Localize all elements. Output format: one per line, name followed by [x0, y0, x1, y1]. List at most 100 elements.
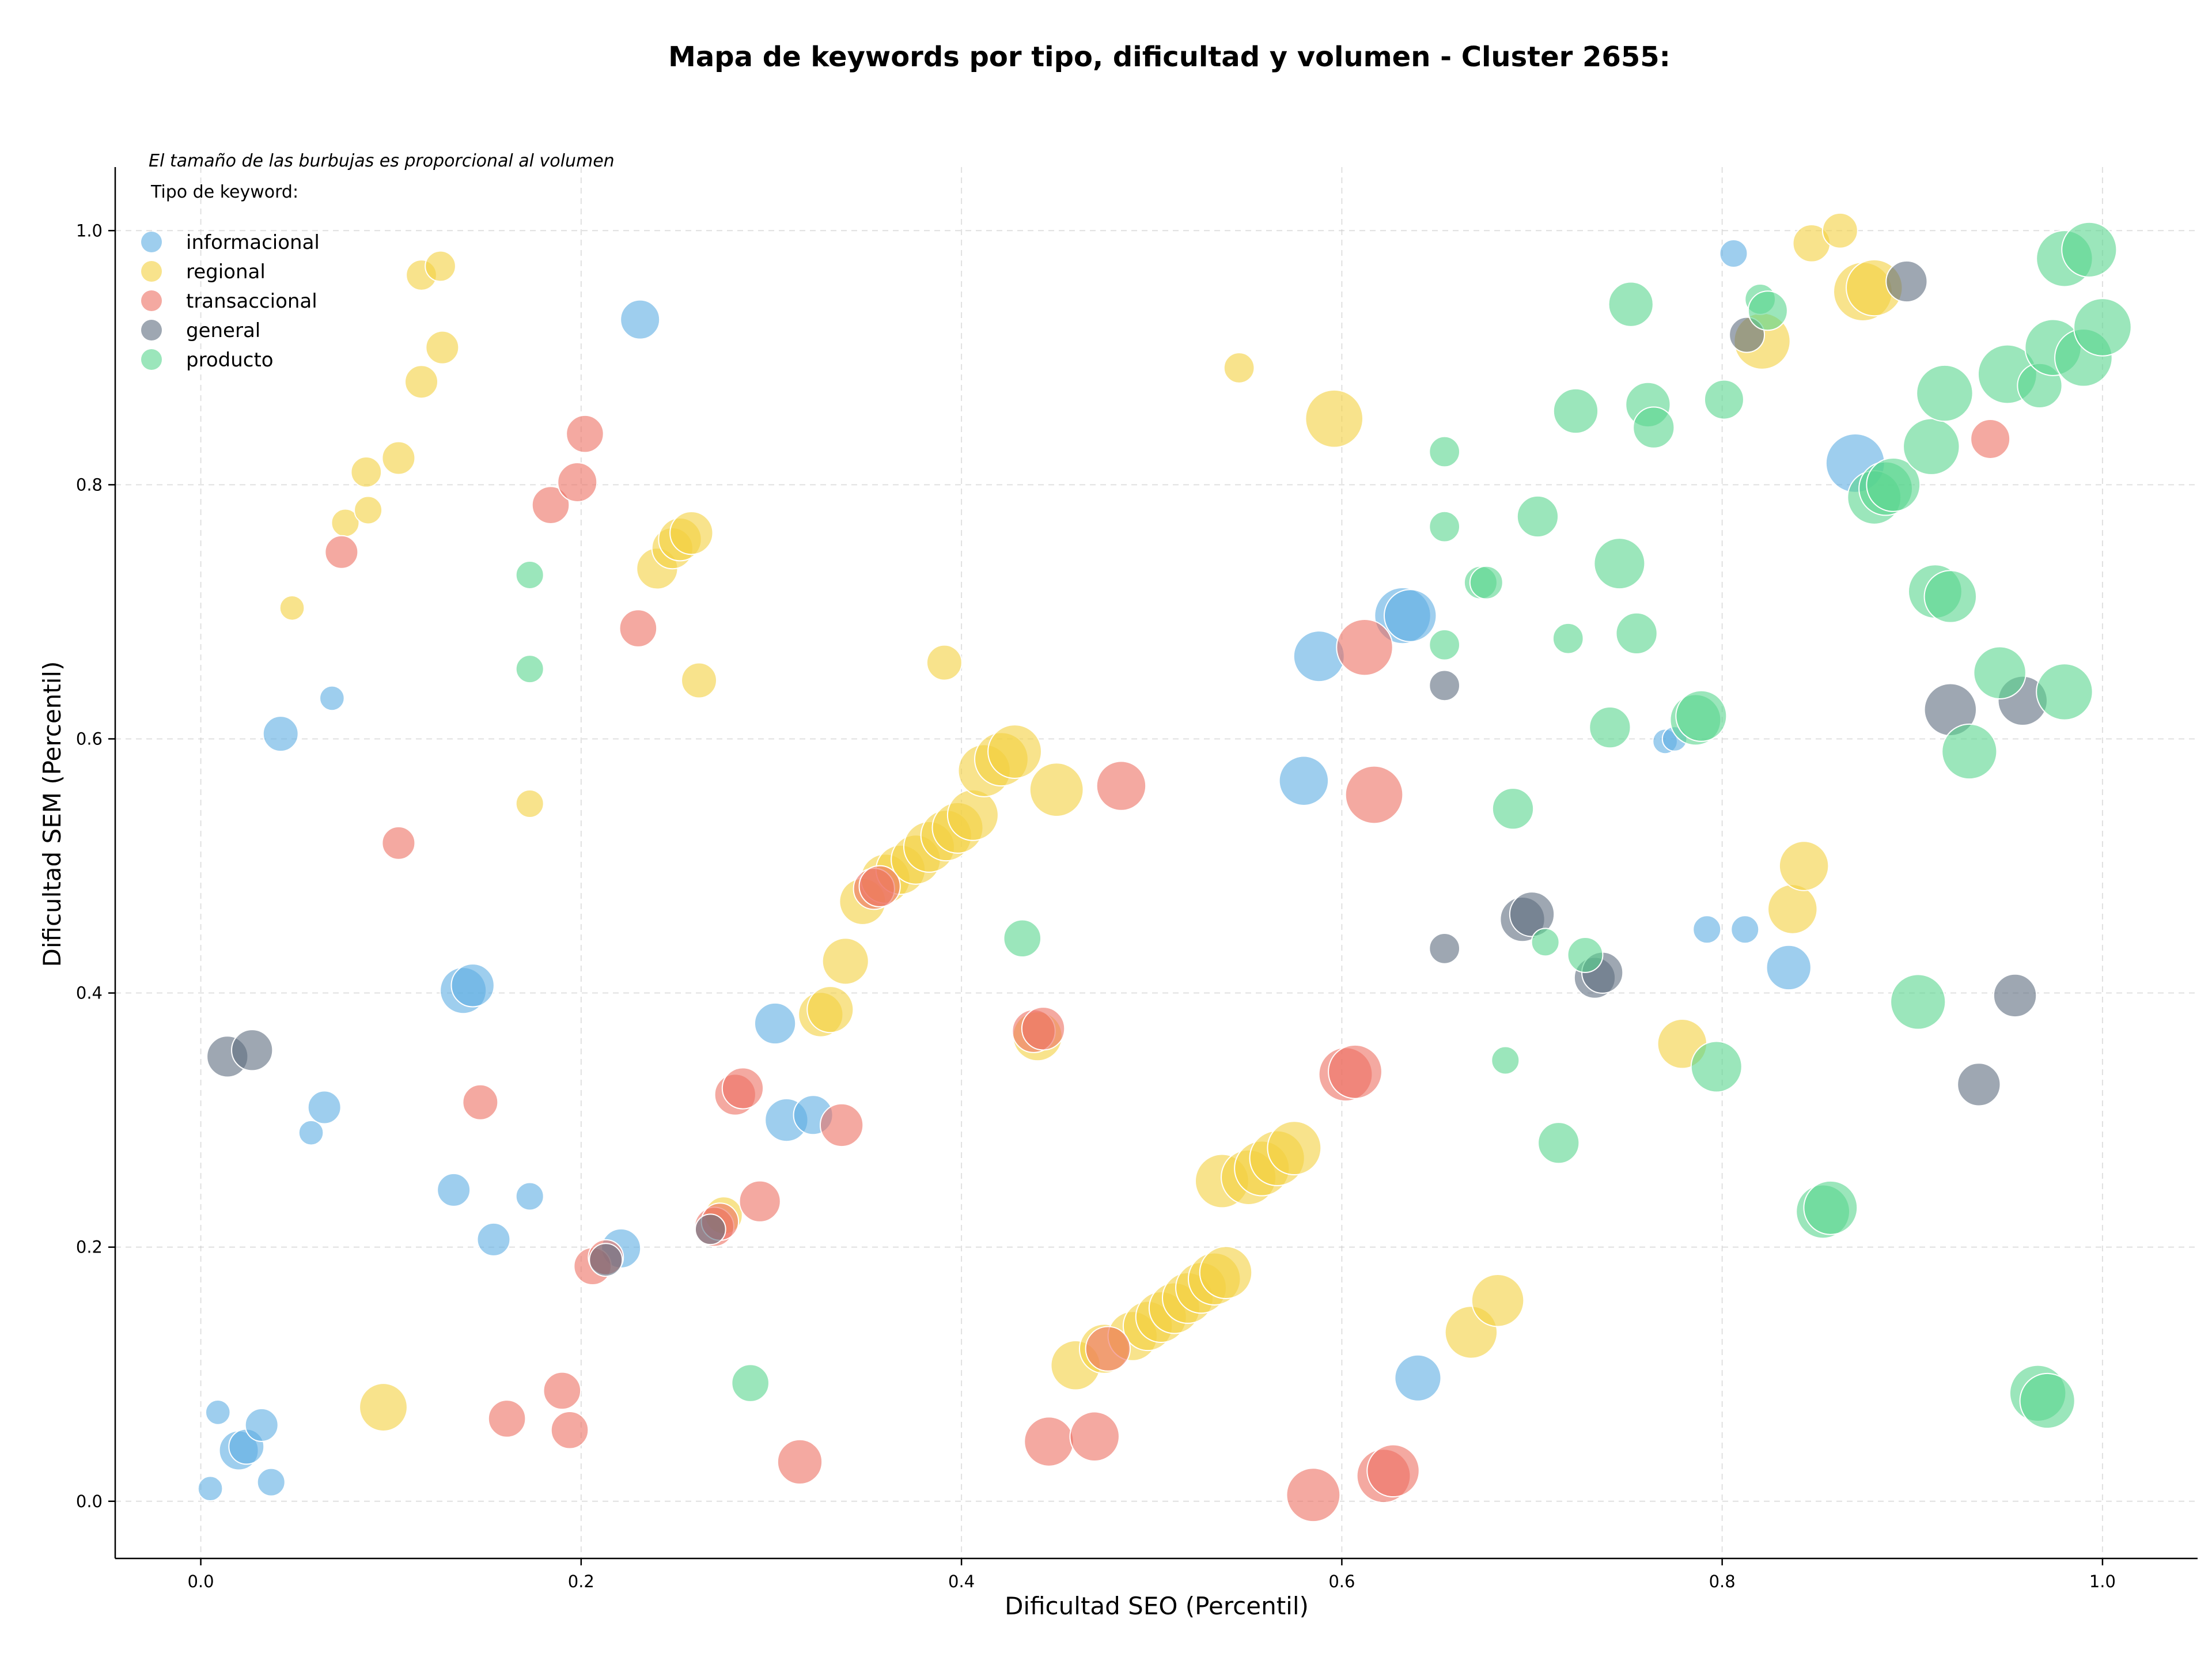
bubble-transaccional [1069, 1411, 1120, 1462]
series-producto [515, 221, 2132, 1429]
bubble-producto [2073, 298, 2132, 357]
bubble-informacional [753, 1002, 797, 1045]
series-general [206, 260, 2048, 1277]
x-tick-label: 0.0 [187, 1572, 214, 1591]
bubble-transaccional [1366, 1444, 1420, 1498]
y-tick-label: 0.2 [76, 1238, 103, 1257]
y-tick-label: 0.6 [76, 729, 103, 748]
bubble-general [1957, 1062, 2001, 1107]
bubble-producto [2019, 1372, 2075, 1429]
bubble-regional [1029, 762, 1084, 818]
y-tick-label: 1.0 [76, 221, 103, 240]
bubble-regional [425, 330, 460, 365]
bubble-transaccional [1970, 418, 2011, 459]
bubble-producto [1703, 379, 1744, 420]
bubble-informacional [620, 299, 661, 340]
bubble-transaccional [487, 1399, 527, 1438]
bubble-producto [1003, 919, 1042, 958]
bubble-informacional [437, 1172, 471, 1207]
bubble-informacional [298, 1119, 324, 1146]
bubble-regional [1821, 212, 1858, 249]
bubble-transaccional [721, 1067, 764, 1110]
bubble-producto [2036, 663, 2093, 721]
bubble-informacional [1293, 630, 1345, 683]
bubble-informacional [244, 1408, 279, 1442]
bubble-regional [1223, 352, 1255, 384]
bubble-transaccional [858, 865, 901, 907]
bubble-producto [1615, 612, 1658, 655]
bubble-informacional [1766, 944, 1812, 991]
bubble-transaccional [1024, 1416, 1074, 1467]
legend-label-general: general [186, 319, 260, 342]
bubble-producto [1890, 974, 1946, 1030]
bubble-informacional [262, 716, 299, 752]
bubble-producto [1633, 406, 1675, 449]
bubble-regional [425, 250, 456, 282]
bubble-producto [1923, 570, 1978, 623]
bubble-transaccional [1096, 760, 1147, 811]
bubble-regional [1471, 1274, 1525, 1327]
bubble-transaccional [550, 1410, 589, 1450]
bubble-transaccional [1336, 618, 1393, 676]
bubble-producto [1552, 388, 1599, 434]
bubble-informacional [197, 1475, 224, 1502]
bubble-transaccional [819, 1103, 864, 1148]
legend-marker-general [141, 320, 162, 340]
bubble-regional [350, 456, 382, 488]
bubble-layer [197, 212, 2132, 1523]
bubble-informacional [1278, 755, 1330, 806]
bubble-informacional [1384, 589, 1437, 642]
bubble-producto [1973, 646, 2027, 700]
bubble-producto [1916, 364, 1974, 422]
legend: Tipo de keyword: informacional regional tr… [141, 182, 320, 372]
bubble-transaccional [1085, 1326, 1131, 1372]
bubble-transaccional [557, 461, 598, 502]
bubble-informacional [307, 1090, 342, 1125]
x-tick-label: 0.2 [568, 1572, 594, 1591]
y-tick-label: 0.8 [76, 475, 103, 494]
bubble-transaccional [1021, 1007, 1066, 1051]
bubble-producto [1941, 723, 1998, 780]
bubble-regional [381, 441, 416, 475]
bubble-size-note: El tamaño de las burbujas es proporciona… [149, 151, 615, 171]
bubble-transaccional [777, 1439, 823, 1485]
bubble-producto [515, 654, 544, 684]
bubble-general [1429, 669, 1461, 702]
bubble-producto [1429, 436, 1461, 468]
bubble-regional [681, 662, 717, 699]
bubble-transaccional [1286, 1467, 1341, 1523]
bubble-producto [1491, 788, 1535, 830]
bubble-producto [1593, 538, 1646, 590]
bubble-producto [1429, 629, 1461, 661]
bubble-informacional [1719, 239, 1748, 268]
bubble-general [1429, 933, 1461, 964]
bubble-general [1885, 260, 1928, 303]
bubble-producto [1531, 928, 1560, 957]
bubble-general [589, 1243, 623, 1277]
bubble-regional [926, 644, 963, 681]
axes-layer: 0.0 0.2 0.4 0.6 0.8 1.0 0.0 0.2 0.4 0.6 0.8 1.0 [76, 167, 2198, 1591]
bubble-general [694, 1213, 726, 1246]
x-axis-label: Dificultad SEO (Percentil) [1005, 1592, 1309, 1620]
bubble-transaccional [324, 535, 359, 569]
bubble-informacional [1730, 915, 1760, 944]
legend-title: Tipo de keyword: [150, 182, 298, 202]
legend-marker-transaccional [141, 290, 162, 311]
bubble-transaccional [543, 1371, 582, 1410]
bubble-producto [1903, 418, 1960, 475]
bubble-producto [1567, 936, 1604, 973]
bubble-informacional [476, 1222, 511, 1257]
bubble-transaccional [619, 609, 658, 648]
legend-marker-producto [141, 349, 162, 370]
bubble-regional [404, 365, 439, 399]
bubble-producto [1690, 1041, 1743, 1093]
bubble-informacional [256, 1467, 286, 1497]
legend-label-regional: regional [186, 260, 266, 283]
bubble-regional [1267, 1121, 1322, 1176]
x-tick-label: 1.0 [2089, 1572, 2116, 1591]
bubble-producto [1552, 622, 1584, 654]
bubble-informacional [1692, 915, 1722, 944]
y-axis-label: Dificultad SEM (Percentil) [38, 661, 66, 967]
legend-marker-regional [141, 261, 162, 282]
